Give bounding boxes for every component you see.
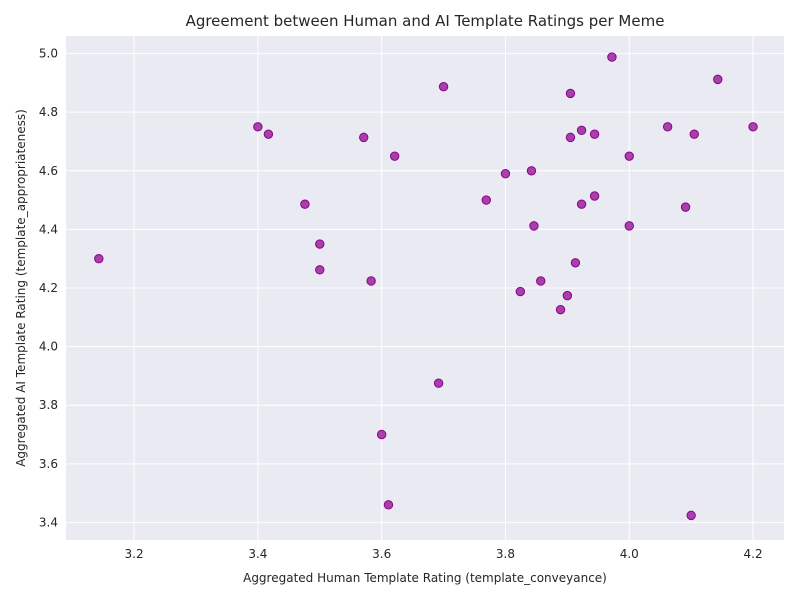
chart-title: Agreement between Human and AI Template … (186, 12, 665, 30)
y-tick-label: 4.8 (39, 105, 58, 119)
data-point (536, 276, 546, 286)
data-point (315, 265, 325, 275)
data-point (748, 122, 758, 132)
data-point (680, 202, 691, 212)
data-point (263, 129, 274, 139)
data-point (529, 221, 539, 231)
data-point (300, 199, 310, 209)
data-point (94, 253, 104, 264)
y-tick-label: 3.8 (39, 398, 58, 412)
data-point (376, 429, 387, 440)
data-point (662, 122, 673, 132)
x-tick-label: 3.6 (372, 547, 391, 561)
grid (66, 36, 784, 540)
data-point (589, 129, 600, 139)
data-point (481, 195, 491, 205)
x-tick-label: 3.4 (248, 547, 267, 561)
data-point (500, 169, 511, 179)
data-point (570, 258, 581, 268)
data-point (689, 129, 699, 139)
x-tick-label: 3.2 (125, 547, 144, 561)
data-point (607, 52, 617, 62)
data-point (589, 191, 600, 201)
data-point (565, 88, 576, 99)
data-point (366, 276, 376, 286)
data-points (94, 52, 758, 521)
data-point (526, 166, 537, 176)
data-point (359, 132, 369, 143)
data-point (383, 500, 394, 510)
data-point (624, 221, 634, 231)
y-tick-label: 4.0 (39, 340, 58, 354)
y-tick-label: 4.2 (39, 281, 58, 295)
y-axis-label: Aggregated AI Template Rating (template_… (14, 109, 28, 467)
data-point (576, 199, 587, 209)
data-point (565, 132, 576, 143)
y-tick-label: 5.0 (39, 47, 58, 61)
data-point (576, 125, 587, 136)
y-tick-label: 4.6 (39, 164, 58, 178)
data-point (389, 151, 400, 161)
x-tick-label: 4.2 (744, 547, 763, 561)
data-point (562, 290, 573, 301)
data-point (433, 378, 444, 388)
data-point (624, 151, 634, 161)
data-point (686, 510, 696, 521)
x-axis-label: Aggregated Human Template Rating (templa… (243, 571, 607, 585)
data-point (315, 239, 325, 249)
x-axis-ticks: 3.2 3.4 3.6 3.8 4.0 4.2 (125, 547, 763, 561)
data-point (253, 122, 263, 132)
y-tick-label: 3.6 (39, 457, 58, 471)
data-point (515, 286, 526, 297)
x-tick-label: 4.0 (620, 547, 639, 561)
y-tick-label: 4.4 (39, 222, 58, 236)
y-tick-label: 3.4 (39, 515, 58, 529)
data-point (555, 304, 566, 315)
y-axis-ticks: 3.4 3.6 3.8 4.0 4.2 4.4 4.6 4.8 5.0 (39, 47, 58, 530)
data-point (438, 81, 449, 92)
data-point (713, 74, 723, 85)
x-tick-label: 3.8 (496, 547, 515, 561)
